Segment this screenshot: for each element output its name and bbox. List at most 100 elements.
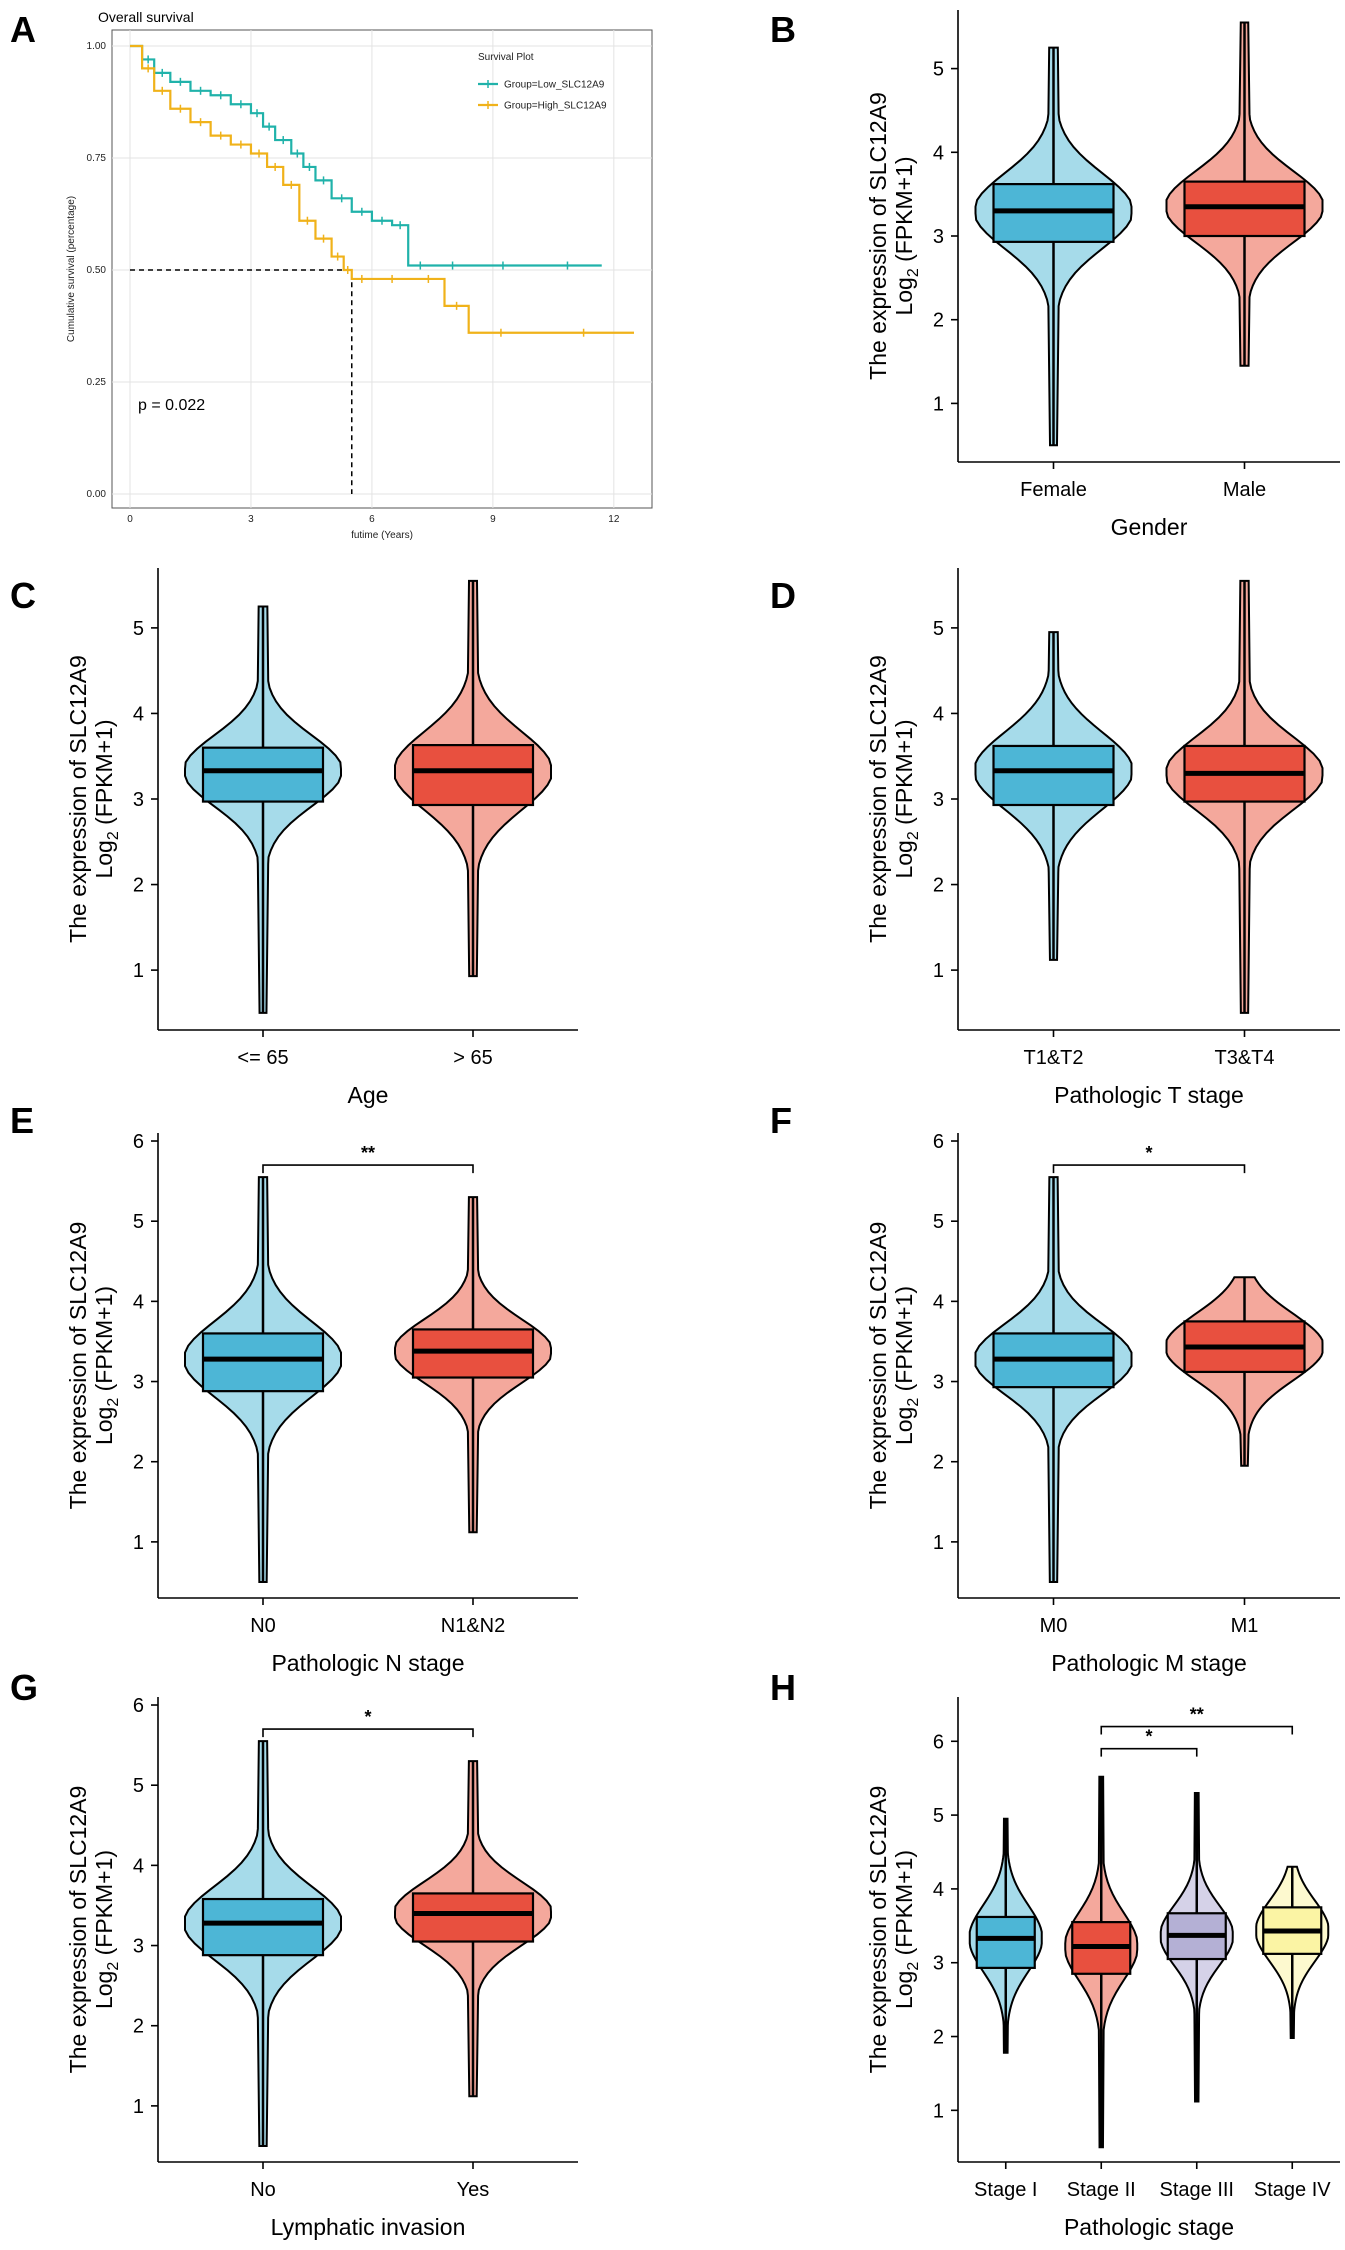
y-axis-subtitle: Log2 (FPKM+1) [91, 719, 122, 878]
x-tick-label: M0 [1040, 1615, 1068, 1637]
y-axis-subtitle: Log2 (FPKM+1) [891, 1286, 922, 1445]
y-axis-subtitle-unit: (FPKM+1) [891, 1850, 917, 1962]
y-tick-label: 3 [933, 1953, 944, 1975]
y-axis-subtitle: Log2 (FPKM+1) [891, 1850, 922, 2009]
y-tick-label: 1.00 [87, 41, 107, 52]
y-axis-subtitle-unit: (FPKM+1) [91, 719, 117, 831]
y-tick-label: 1 [133, 2096, 144, 2118]
y-tick-label: 3 [133, 1372, 144, 1394]
y-tick-label: 3 [133, 1936, 144, 1958]
y-axis-subtitle-unit: (FPKM+1) [891, 156, 917, 268]
x-axis-title: futime (Years) [351, 530, 413, 541]
y-axis-subtitle-sub: 2 [905, 268, 922, 277]
y-axis-subtitle-unit: (FPKM+1) [91, 1850, 117, 1962]
x-tick-label: T3&T4 [1214, 1047, 1274, 1069]
y-axis-subtitle: Log2 (FPKM+1) [91, 1286, 122, 1445]
box-0 [975, 1915, 1036, 1969]
y-axis-title: Cumulative survival (percentage) [66, 196, 77, 342]
x-tick-label: Stage I [974, 2179, 1037, 2201]
y-tick-label: 4 [133, 703, 144, 725]
y-tick-label: 4 [933, 703, 944, 725]
y-axis-subtitle-log: Log [91, 1407, 117, 1445]
panel-letter-a: A [10, 9, 36, 50]
x-tick-label: Stage III [1160, 2179, 1235, 2201]
panel-letter-d: D [770, 575, 796, 616]
y-tick-label: 0.00 [87, 489, 107, 500]
y-tick-label: 2 [133, 875, 144, 897]
panel-letter-e: E [10, 1100, 34, 1141]
y-axis-subtitle-unit: (FPKM+1) [891, 1286, 917, 1398]
y-axis-subtitle-sub: 2 [105, 831, 122, 840]
x-tick-label: > 65 [453, 1047, 492, 1069]
y-axis-subtitle-sub: 2 [905, 831, 922, 840]
y-axis-subtitle-log: Log [891, 1971, 917, 2009]
y-axis-subtitle-sub: 2 [105, 1962, 122, 1971]
y-tick-label: 3 [133, 789, 144, 811]
significance-bracket [1100, 1747, 1198, 1757]
significance-bracket [1100, 1725, 1294, 1735]
y-axis-subtitle-unit: (FPKM+1) [91, 1286, 117, 1398]
significance-label: * [364, 1707, 371, 1727]
box-1 [411, 1892, 535, 1943]
x-tick-label: M1 [1231, 1615, 1259, 1637]
y-tick-label: 2 [133, 2016, 144, 2038]
y-tick-label: 1 [133, 960, 144, 982]
panel-a: A Overall survival 0.00 0.25 0.50 0.75 1.00 0 3 6… [10, 9, 653, 541]
x-tick-label: Stage II [1067, 2179, 1136, 2201]
y-tick-label: 2 [933, 1452, 944, 1474]
y-axis-subtitle-sub: 2 [905, 1398, 922, 1407]
panel-letter-b: B [770, 9, 796, 50]
x-tick-label: N0 [250, 1615, 276, 1637]
x-tick-label: N1&N2 [441, 1615, 505, 1637]
significance-label: ** [361, 1143, 375, 1163]
y-tick-label: 3 [933, 1372, 944, 1394]
y-tick-label: 3 [933, 789, 944, 811]
x-tick-label: 12 [608, 514, 620, 525]
y-tick-label: 1 [133, 1532, 144, 1554]
legend-title: Survival Plot [478, 52, 534, 63]
y-tick-label: 1 [933, 2100, 944, 2122]
y-tick-label: 3 [933, 226, 944, 248]
box-0 [201, 746, 325, 803]
y-tick-label: 1 [933, 1532, 944, 1554]
y-tick-label: 2 [133, 1452, 144, 1474]
y-tick-label: 1 [933, 393, 944, 415]
y-tick-label: 2 [933, 310, 944, 332]
x-axis-title: Lymphatic invasion [271, 2214, 466, 2240]
x-tick-label: Yes [457, 2179, 490, 2201]
legend-label-1: Group=High_SLC12A9 [504, 101, 607, 112]
survival-plot-area [111, 29, 653, 509]
y-tick-label: 0.75 [87, 153, 107, 164]
y-tick-label: 4 [933, 142, 944, 164]
significance-bracket [1052, 1164, 1246, 1174]
y-axis-subtitle-unit: (FPKM+1) [891, 719, 917, 831]
survival-curve-low [130, 44, 602, 267]
y-tick-label: 6 [133, 1131, 144, 1153]
significance-bracket [262, 1164, 474, 1174]
survival-curve-high [130, 44, 634, 334]
survival-title: Overall survival [98, 9, 194, 25]
y-tick-label: 5 [933, 618, 944, 640]
box-0 [201, 1897, 325, 1957]
x-axis-title: Age [348, 1082, 389, 1108]
y-axis-title: The expression of SLC12A9 [65, 655, 91, 943]
y-tick-label: 5 [933, 1805, 944, 1827]
y-tick-label: 4 [933, 1291, 944, 1313]
x-tick-label: 0 [127, 514, 133, 525]
panel-letter-g: G [10, 1667, 38, 1708]
y-tick-label: 6 [933, 1131, 944, 1153]
y-axis-title: The expression of SLC12A9 [865, 1786, 891, 2074]
y-axis-title: The expression of SLC12A9 [65, 1222, 91, 1510]
y-axis-subtitle-sub: 2 [105, 1398, 122, 1407]
significance-label: * [1145, 1143, 1152, 1163]
y-tick-label: 5 [133, 1211, 144, 1233]
x-tick-label: Female [1020, 479, 1087, 501]
y-tick-label: 4 [933, 1879, 944, 1901]
y-axis-subtitle: Log2 (FPKM+1) [891, 719, 922, 878]
x-tick-label: T1&T2 [1023, 1047, 1083, 1069]
